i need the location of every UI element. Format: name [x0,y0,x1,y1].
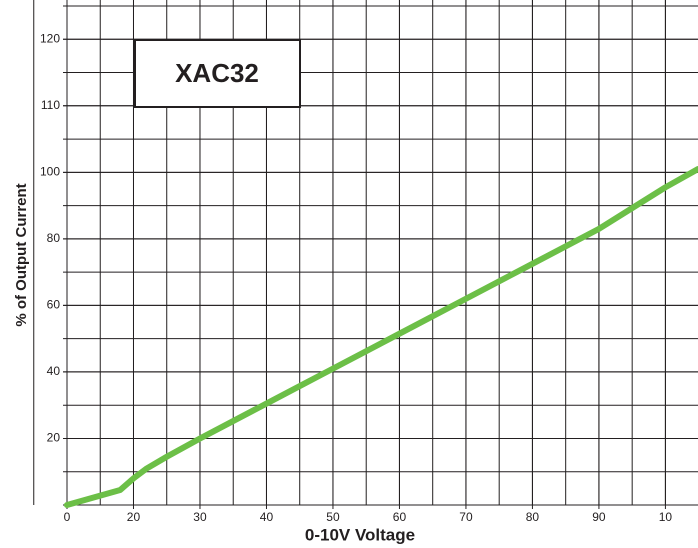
y-tick-label: 120 [40,31,60,45]
x-tick-label: 40 [260,510,274,524]
chart-title: XAC32 [175,58,259,88]
x-tick-label: 90 [592,510,606,524]
data-line [64,166,698,508]
y-tick-label: 20 [47,431,61,445]
y-tick-label: 110 [41,98,60,112]
y-tick-label: 60 [47,298,61,312]
title-box [134,39,301,108]
y-tick-label: 100 [40,165,60,179]
y-tick-label: 40 [47,364,61,378]
y-axis-label: % of Output Current [13,183,30,326]
y-tick-label: 80 [47,231,61,245]
x-axis-label: 0-10V Voltage [305,525,415,544]
x-tick-label: 20 [127,510,141,524]
x-tick-label: 0 [64,510,71,524]
x-tick-label: 80 [526,510,540,524]
x-tick-label: 30 [193,510,207,524]
x-tick-label: 50 [326,510,340,524]
x-tick-label: 70 [459,510,473,524]
x-tick-label: 10 [659,510,673,524]
x-tick-label: 60 [393,510,407,524]
